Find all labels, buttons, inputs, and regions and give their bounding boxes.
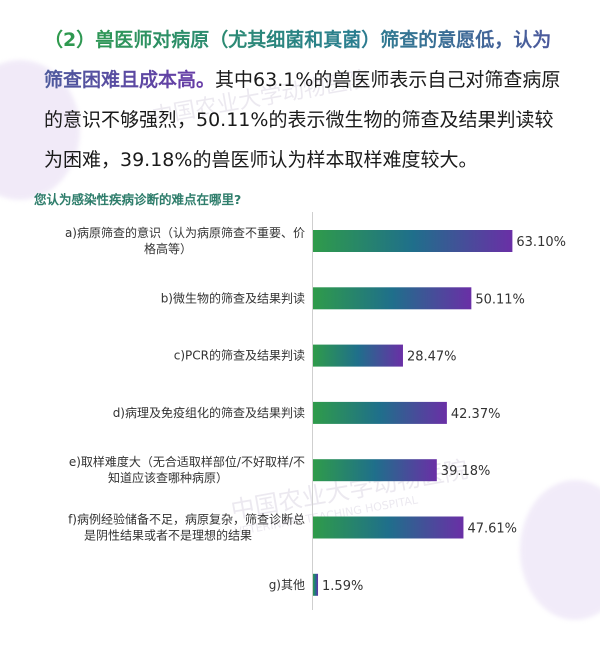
value-label-2: 28.47% — [407, 350, 457, 365]
value-label-6: 1.59% — [322, 579, 363, 594]
category-label-5-1: 是阴性结果或者不是理想的结果 — [84, 528, 252, 543]
category-label-4-0: e)取样难度大（无合适取样部位/不好取样/不 — [69, 454, 305, 469]
bar-5 — [313, 516, 464, 539]
value-label-5: 47.61% — [467, 522, 517, 537]
value-label-1: 50.11% — [475, 292, 525, 307]
bar-1 — [313, 287, 472, 310]
value-label-4: 39.18% — [441, 464, 491, 479]
intro-body: 其中63.1%的兽医师表示自己对筛查病原的意识不够强烈，50.11%的表示微生物… — [44, 69, 561, 171]
intro-paragraph: （2）兽医师对病原（尤其细菌和真菌）筛查的意愿低，认为筛查困难且成本高。其中63… — [44, 20, 564, 180]
category-label-4-1: 知道应该查哪种病原） — [108, 470, 228, 485]
bar-3 — [313, 401, 447, 424]
decor-blob-right — [520, 480, 600, 620]
intro-highlight: （2）兽医师对病原（尤其细菌和真菌）筛查的意愿低，认为筛查困难且成本高。 — [44, 29, 552, 91]
category-label-6-0: g)其他 — [269, 578, 305, 592]
category-label-0-1: 格高等） — [144, 241, 192, 256]
category-label-1-0: b)微生物的筛查及结果判读 — [161, 290, 305, 305]
value-label-3: 42.37% — [451, 407, 501, 422]
category-label-0-0: a)病原筛查的意识（认为病原筛查不重要、价 — [65, 225, 305, 240]
value-label-0: 63.10% — [516, 235, 566, 250]
bar-6 — [313, 573, 319, 596]
category-label-3-0: d)病理及免疫组化的筛查及结果判读 — [113, 405, 305, 420]
bar-2 — [313, 344, 403, 367]
category-label-2-0: c)PCR的筛查及结果判读 — [174, 348, 305, 363]
bar-0 — [313, 230, 513, 252]
category-label-5-0: f)病例经验储备不足，病原复杂，筛查诊断总 — [68, 512, 305, 527]
bar-4 — [313, 459, 437, 482]
category-axis — [312, 212, 313, 610]
chart-title: 您认为感染性疾病诊断的难点在哪里? — [34, 192, 242, 207]
